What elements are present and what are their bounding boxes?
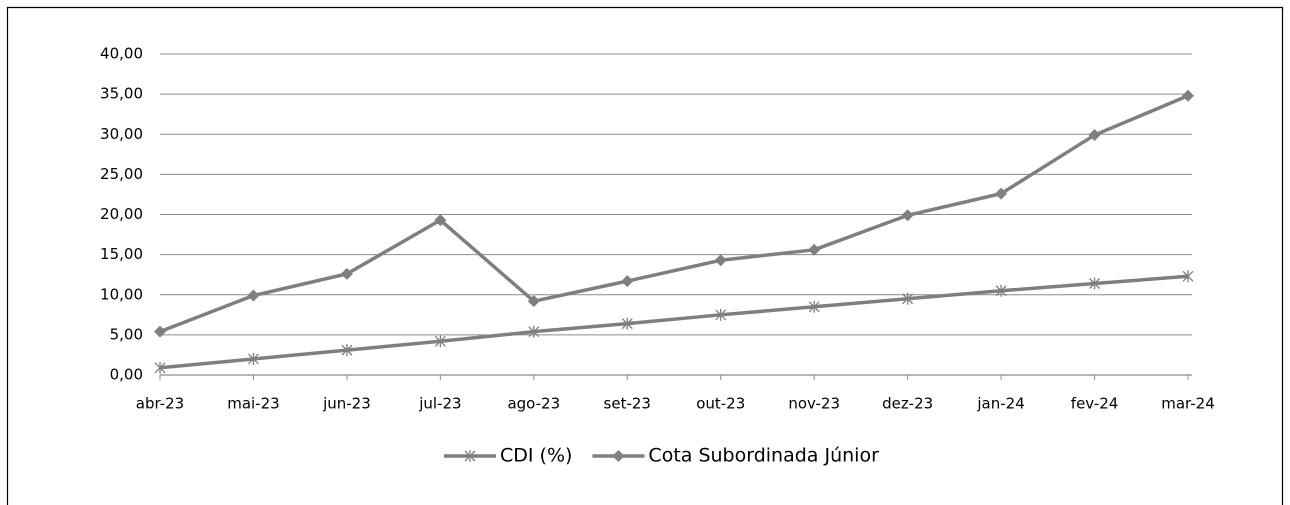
y-tick-label: 15,00: [100, 245, 143, 263]
data-point: [901, 209, 914, 222]
x-tick-label: jan-24: [976, 395, 1024, 413]
legend-label: Cota Subordinada Júnior: [648, 445, 879, 467]
data-point: [434, 335, 446, 348]
x-tick-label: jul-23: [418, 395, 461, 413]
legend-label: CDI (%): [500, 445, 572, 467]
data-point: [621, 275, 634, 288]
y-tick-label: 0,00: [110, 366, 143, 384]
x-tick-label: mai-23: [227, 395, 279, 413]
data-point: [808, 300, 820, 313]
y-tick-label: 5,00: [110, 325, 143, 343]
data-point: [902, 292, 914, 305]
data-point: [1182, 270, 1194, 283]
data-point: [715, 308, 727, 321]
chart-frame: [6, 6, 1284, 505]
data-point: [1089, 277, 1101, 290]
data-point: [621, 317, 633, 330]
series-line: [159, 274, 1189, 370]
y-tick-label: 10,00: [100, 285, 143, 303]
series-line: [159, 94, 1189, 334]
x-tick-label: set-23: [604, 395, 651, 413]
x-tick-label: nov-23: [788, 395, 840, 413]
data-point: [247, 352, 259, 365]
data-point: [247, 289, 260, 302]
legend-marker: [612, 450, 625, 462]
data-point: [154, 361, 166, 374]
data-point: [527, 295, 540, 308]
data-point: [528, 325, 540, 338]
y-tick-label: 20,00: [100, 205, 143, 223]
data-point: [995, 284, 1007, 297]
data-point: [434, 214, 447, 227]
data-point: [714, 254, 727, 267]
y-tick-label: 25,00: [100, 165, 143, 183]
data-point: [808, 243, 821, 256]
data-point: [995, 187, 1008, 200]
x-tick-label: out-23: [696, 395, 745, 413]
data-point: [340, 267, 353, 280]
y-tick-label: 30,00: [100, 125, 143, 143]
y-tick-label: 35,00: [100, 85, 143, 103]
data-point: [1182, 89, 1194, 102]
data-point: [154, 325, 166, 338]
x-tick-label: dez-23: [882, 395, 933, 413]
x-tick-label: jun-23: [322, 395, 371, 413]
x-tick-label: fev-24: [1071, 395, 1118, 413]
legend-marker: [464, 450, 476, 462]
x-tick-label: mar-24: [1161, 395, 1215, 413]
data-point: [1088, 129, 1101, 142]
y-tick-label: 40,00: [100, 45, 143, 63]
data-point: [341, 344, 353, 357]
x-tick-label: abr-23: [136, 395, 184, 413]
x-tick-label: ago-23: [507, 395, 560, 413]
